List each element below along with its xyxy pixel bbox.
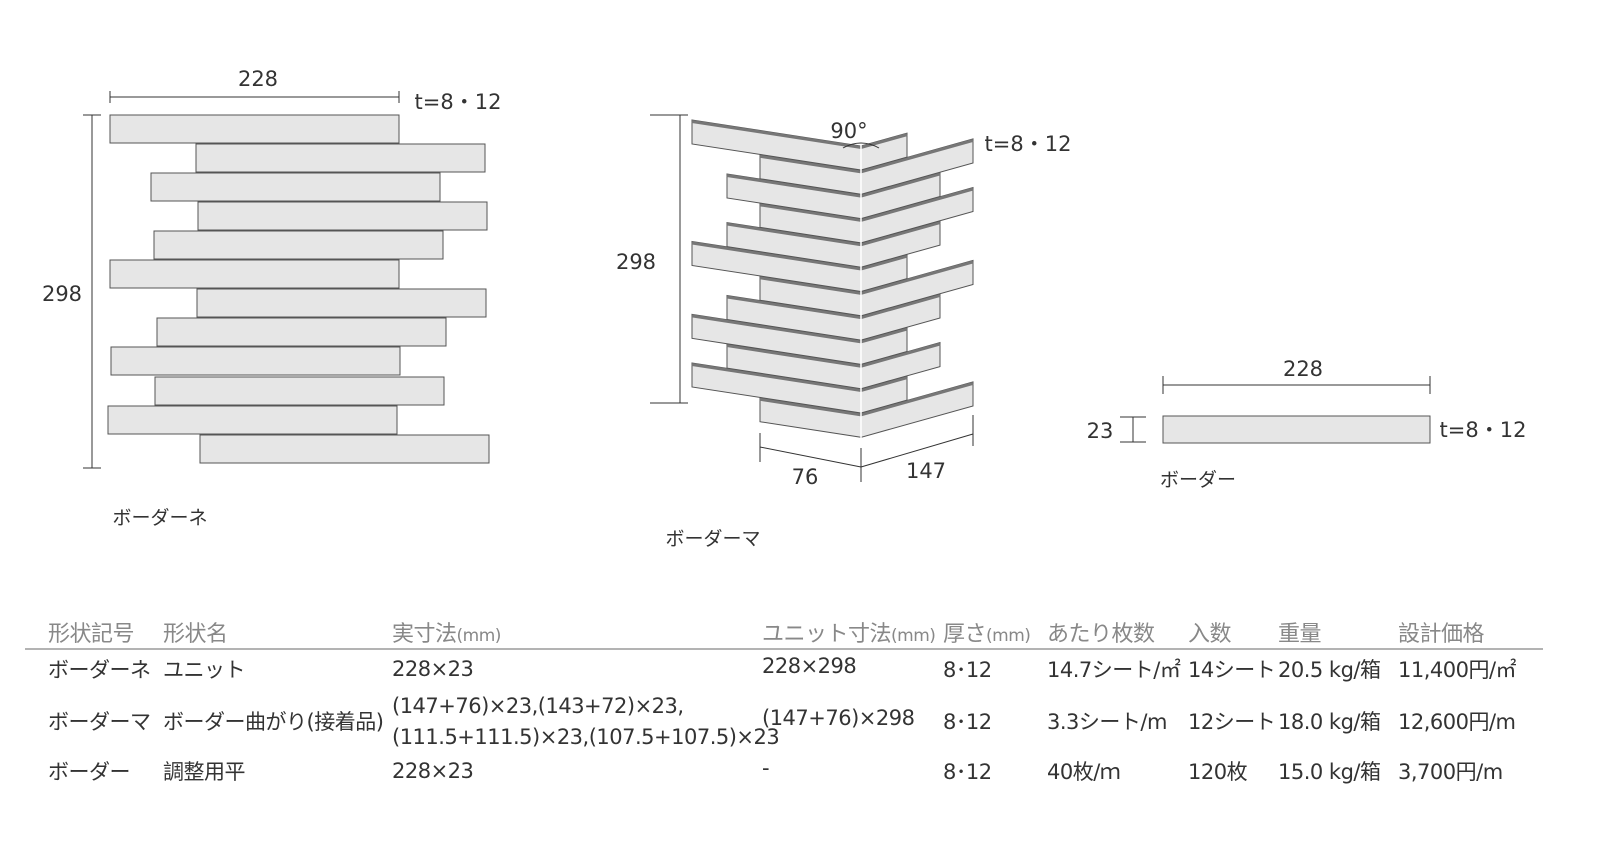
cell-thickness: 8･12 [943, 760, 992, 784]
unit-sheet-tile [110, 346, 401, 376]
cell-unit-size: (147+76)×298 [762, 706, 915, 730]
unit-sheet-tile [195, 143, 486, 173]
corner-height-dimension [650, 114, 688, 404]
unit-sheet-tile [109, 259, 400, 289]
corner-name-label: ボーダーマ [665, 528, 760, 550]
unit-sheet-thickness-label: t=8・12 [415, 90, 502, 114]
single-height-dimension [1120, 416, 1146, 443]
unit-sheet-height-dimension [83, 114, 101, 469]
single-border-tile [1162, 415, 1431, 444]
corner-diagram [691, 119, 974, 438]
unit-sheet-tile [107, 405, 398, 435]
cell-qty: 12シート [1188, 710, 1276, 734]
cell-per-area: 40枚/ｍ [1047, 760, 1121, 784]
cell-weight: 18.0 kg/箱 [1278, 710, 1381, 734]
cell-size: 228×23 [392, 654, 474, 685]
cell-per-area: 14.7シート/㎡ [1047, 658, 1181, 682]
corner-base-dimensions [759, 415, 974, 482]
unit-sheet-tile [153, 230, 444, 260]
single-width-dimension [1162, 376, 1431, 394]
cell-price: 12,600円/m [1398, 710, 1516, 734]
cell-qty: 14シート [1188, 658, 1276, 682]
cell-thickness: 8･12 [943, 710, 992, 734]
cell-line: (111.5+111.5)×23,(107.5+107.5)×23 [392, 724, 780, 749]
cell-weight: 15.0 kg/箱 [1278, 760, 1381, 784]
single-name-label: ボーダー [1160, 469, 1236, 491]
column-header: 形状名 [163, 616, 228, 648]
column-header: 入数 [1188, 616, 1232, 648]
column-header-unit: (mm) [891, 626, 936, 646]
cell-qty: 120枚 [1188, 760, 1248, 784]
column-header-text: ユニット寸法 [762, 622, 892, 647]
cell-code: ボーダーマ [48, 710, 151, 734]
column-header-text: 形状記号 [48, 622, 135, 647]
column-header-text: 形状名 [163, 622, 228, 647]
unit-sheet-width-label: 228 [238, 67, 278, 91]
unit-sheet-tile [150, 172, 441, 202]
unit-sheet-tile [199, 434, 490, 464]
unit-sheet-tile [109, 114, 400, 144]
unit-sheet-name-label: ボーダーネ [112, 507, 207, 529]
cell-line: (147+76)×23,(143+72)×23, [392, 693, 684, 718]
column-header: ユニット寸法(mm) [762, 616, 936, 648]
single-thickness-label: t=8・12 [1440, 418, 1527, 442]
column-header: 形状記号 [48, 616, 135, 648]
column-header-text: 実寸法 [392, 622, 457, 647]
cell-line: 228×23 [392, 657, 474, 681]
cell-weight: 20.5 kg/箱 [1278, 658, 1381, 682]
column-header: 厚さ(mm) [943, 616, 1031, 648]
unit-sheet-tile [156, 317, 447, 347]
corner-angle-label: 90° [830, 119, 867, 143]
single-height-label: 23 [1087, 419, 1114, 443]
cell-name: ユニット [163, 658, 246, 682]
angle-arc [842, 142, 880, 149]
column-header-text: 入数 [1188, 622, 1232, 647]
tile-shape-drawings: 228 298 t=8・12 ボーダーネ 90° t=8・12 298 76 1… [42, 67, 1527, 550]
column-header-unit: (mm) [986, 626, 1031, 646]
cell-per-area: 3.3シート/m [1047, 710, 1167, 734]
column-header-text: 重量 [1278, 622, 1322, 647]
cell-unit-size: - [762, 756, 770, 780]
cell-name: ボーダー曲がり(接着品) [163, 710, 384, 734]
column-header: 重量 [1278, 616, 1322, 648]
column-header: あたり枚数 [1047, 616, 1155, 648]
cell-code: ボーダー [48, 760, 131, 784]
corner-height-label: 298 [616, 250, 656, 274]
unit-sheet-diagram [107, 114, 490, 464]
header-divider [25, 648, 1543, 650]
cell-size: (147+76)×23,(143+72)×23, (111.5+111.5)×23… [392, 691, 780, 753]
cell-code: ボーダーネ [48, 658, 151, 682]
corner-thickness-label: t=8・12 [985, 132, 1072, 156]
column-header: 実寸法(mm) [392, 616, 501, 648]
corner-long-side-label: 147 [906, 459, 946, 483]
cell-name: 調整用平 [163, 760, 246, 784]
single-width-label: 228 [1283, 357, 1323, 381]
column-header: 設計価格 [1398, 616, 1485, 648]
unit-sheet-tile [197, 201, 488, 231]
cell-price: 11,400円/㎡ [1398, 658, 1517, 682]
column-header-unit: (mm) [456, 626, 502, 646]
unit-sheet-tile [154, 376, 445, 406]
cell-price: 3,700円/m [1398, 760, 1503, 784]
column-header-text: 厚さ [943, 622, 987, 647]
column-header-text: 設計価格 [1398, 622, 1485, 647]
column-header-text: あたり枚数 [1047, 622, 1155, 647]
unit-sheet-height-label: 298 [42, 282, 82, 306]
cell-unit-size: 228×298 [762, 654, 857, 678]
unit-sheet-tile [196, 288, 487, 318]
unit-sheet-width-dimension [109, 91, 400, 103]
cell-size: 228×23 [392, 756, 474, 787]
corner-short-side-label: 76 [792, 465, 819, 489]
cell-thickness: 8･12 [943, 658, 992, 682]
cell-line: 228×23 [392, 759, 474, 783]
